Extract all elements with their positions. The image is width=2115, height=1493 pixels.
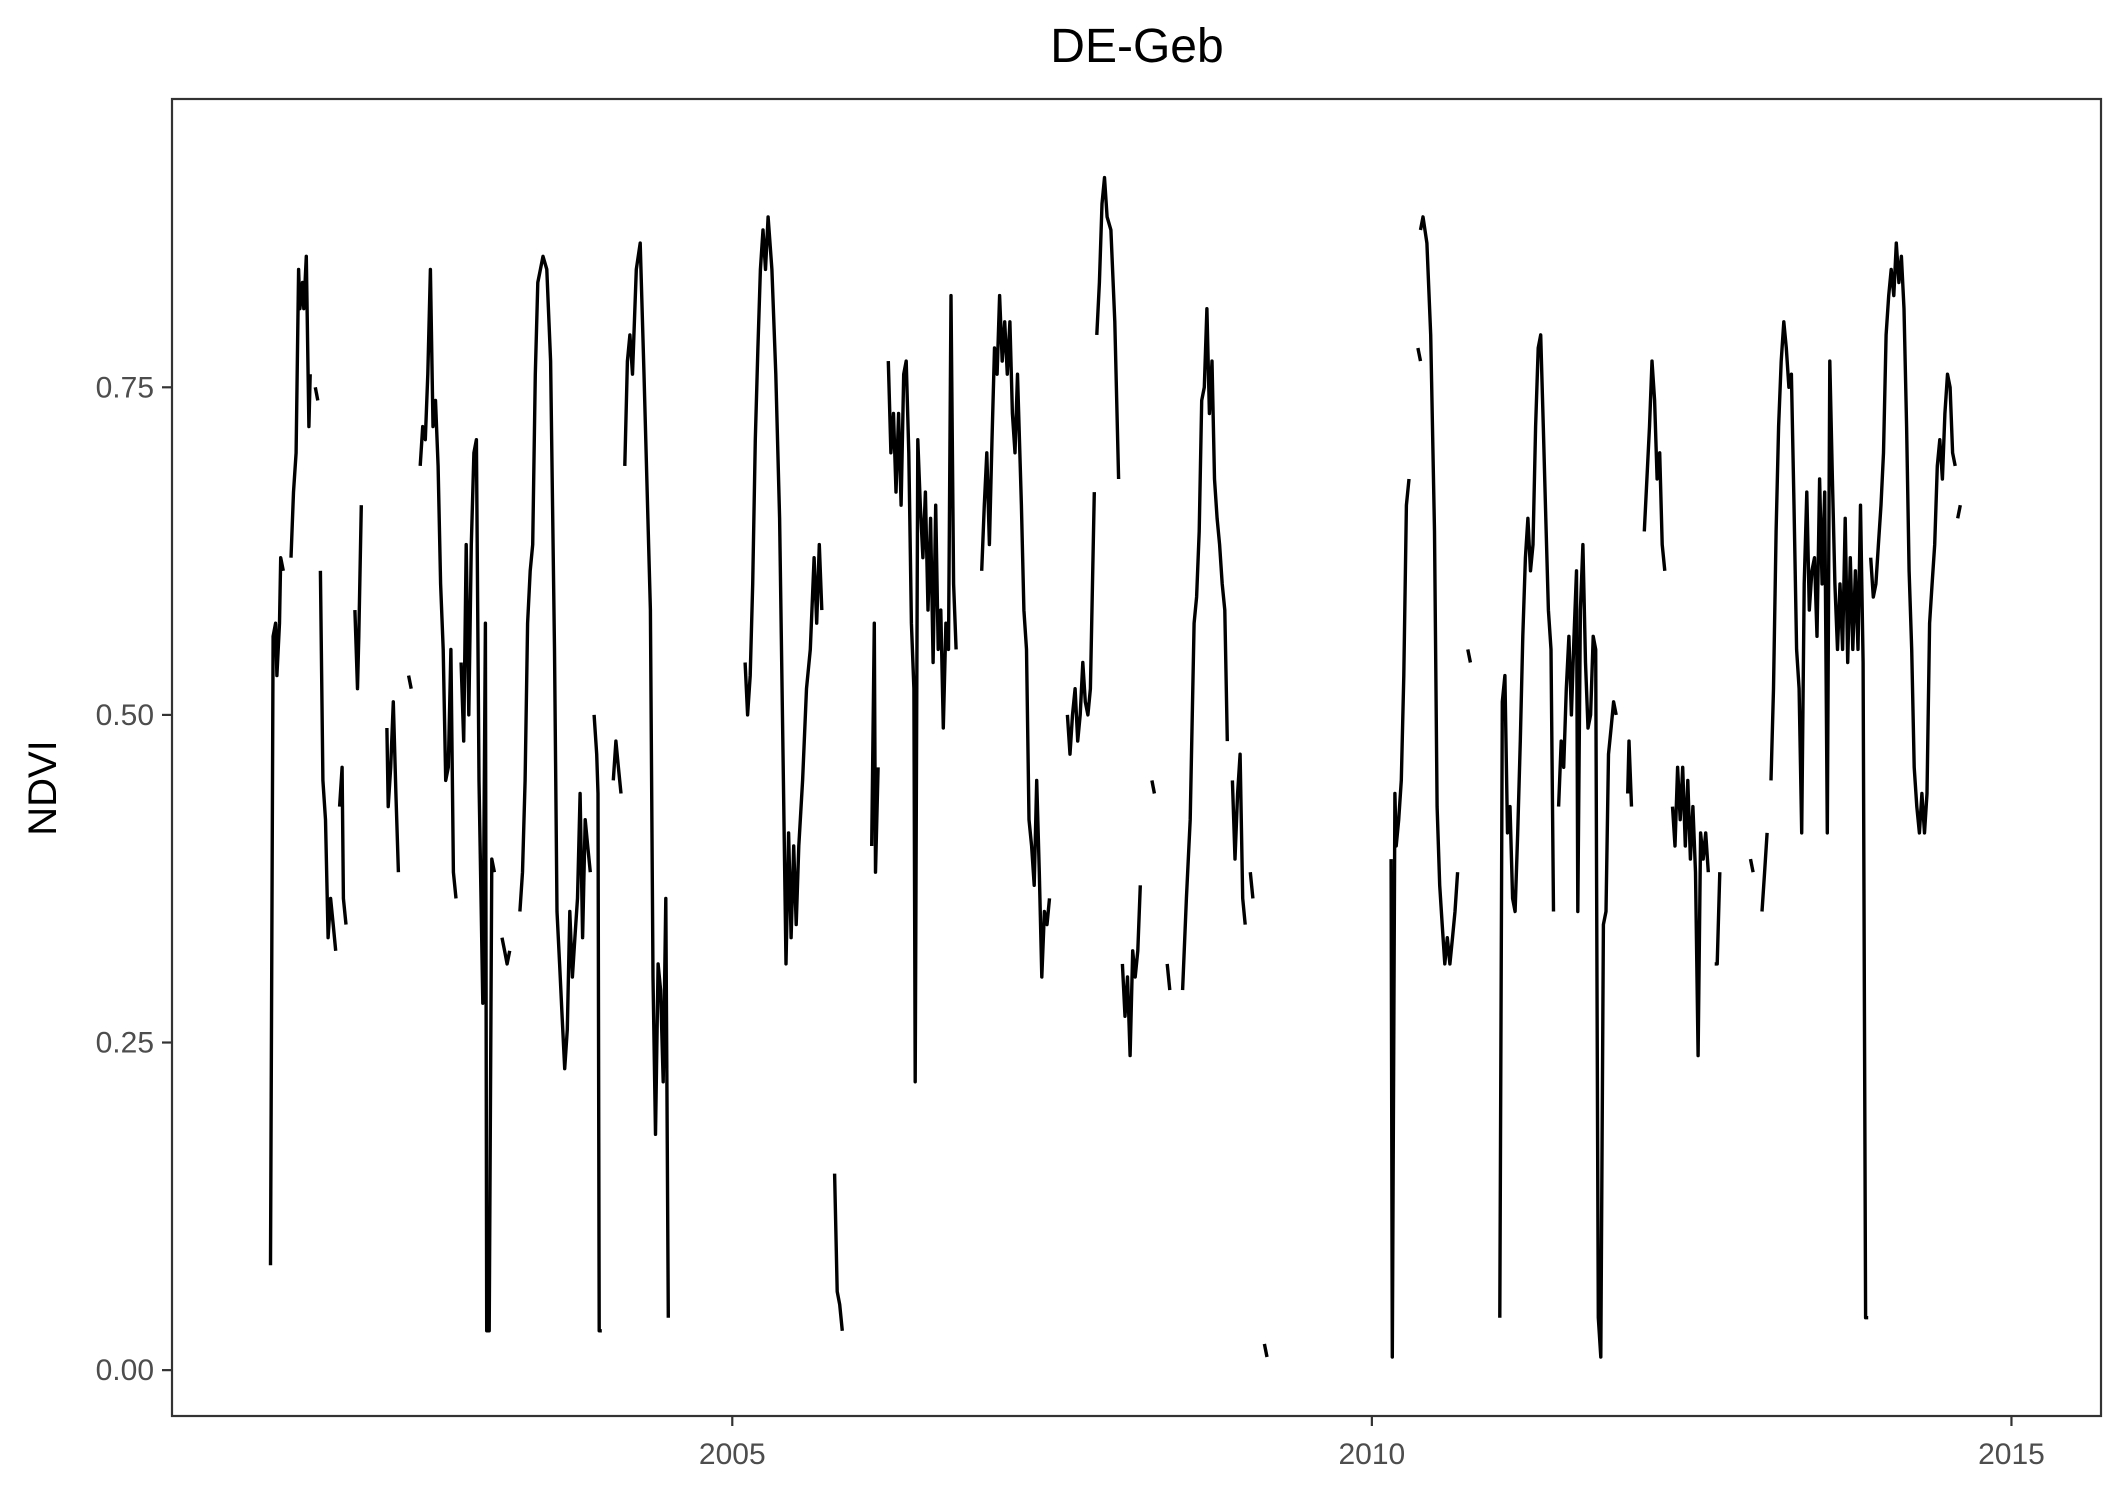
ndvi-line-segment [1416, 347, 1423, 362]
x-tick-label: 2005 [699, 1438, 766, 1471]
ndvi-line-segment [1065, 492, 1096, 756]
ndvi-line-segment [611, 739, 623, 794]
ndvi-line-segment [592, 714, 602, 1333]
ndvi-line-segment [1956, 504, 1962, 519]
ndvi-line-segment [623, 241, 670, 1318]
ndvi-line-segment [385, 700, 401, 873]
ndvi-line-segment [1748, 858, 1755, 873]
x-tick-label: 2015 [1978, 1438, 2045, 1471]
ndvi-line-segment [337, 765, 348, 925]
ndvi-line-segment [1869, 241, 1957, 835]
ndvi-line-segment [289, 254, 312, 558]
ndvi-line-segment [1180, 307, 1229, 991]
panel-border [170, 97, 2103, 1418]
ndvi-line-segment [1165, 963, 1172, 991]
ndvi-line-segment [886, 293, 958, 1084]
ndvi-line-segment [1769, 320, 1869, 1320]
x-tick-label: 2010 [1338, 1438, 1405, 1471]
ndvi-line-segment [1498, 333, 1556, 1318]
ndvi-line-segment [353, 505, 363, 691]
ndvi-line-segment [870, 621, 880, 874]
ndvi-line-segment [268, 556, 285, 1266]
y-tick-label: 0.25 [96, 1027, 154, 1060]
ndvi-line-segment [832, 1173, 844, 1331]
ndvi-line-segment [318, 570, 338, 951]
ndvi-line-segment [1248, 872, 1255, 899]
y-tick-label: 0.00 [96, 1354, 154, 1387]
y-axis-label: NDVI [21, 740, 65, 836]
ndvi-line-segment [406, 675, 413, 690]
y-tick-label: 0.75 [96, 371, 154, 404]
ndvi-line-segment [418, 267, 458, 899]
ndvi-line-segment [459, 438, 497, 1333]
ndvi-line-segment [1642, 359, 1667, 571]
ndvi-line-segment [980, 293, 1052, 979]
ndvi-line-segment [313, 386, 320, 401]
ndvi-line-segment [1556, 542, 1618, 1359]
ndvi-line-segment [743, 215, 824, 966]
ndvi-line-segment [1230, 752, 1247, 925]
series-layer [268, 175, 1962, 1359]
y-tick-label: 0.50 [96, 699, 154, 732]
ndvi-line-segment [1760, 832, 1769, 912]
ndvi-line-segment [1466, 649, 1473, 663]
ndvi-line-segment [518, 254, 592, 1071]
ndvi-line-segment [1418, 215, 1460, 966]
ndvi-line-segment [1150, 780, 1157, 794]
ndvi-line-segment [1095, 175, 1121, 480]
ndvi-line-segment [1714, 872, 1722, 966]
ndvi-line-segment [1389, 478, 1411, 1359]
ndvi-line-segment [500, 937, 512, 966]
chart-title: DE-Geb [1050, 20, 1223, 73]
y-axis-ticks: 0.00 0.25 0.50 0.75 [96, 371, 172, 1387]
ndvi-line-segment [1262, 1343, 1269, 1358]
ndvi-line-segment [1120, 885, 1142, 1058]
ndvi-line-segment [1626, 739, 1634, 807]
x-axis-ticks: 2005 2010 2015 [699, 1416, 2045, 1471]
ndvi-line-segment [1670, 765, 1710, 1058]
